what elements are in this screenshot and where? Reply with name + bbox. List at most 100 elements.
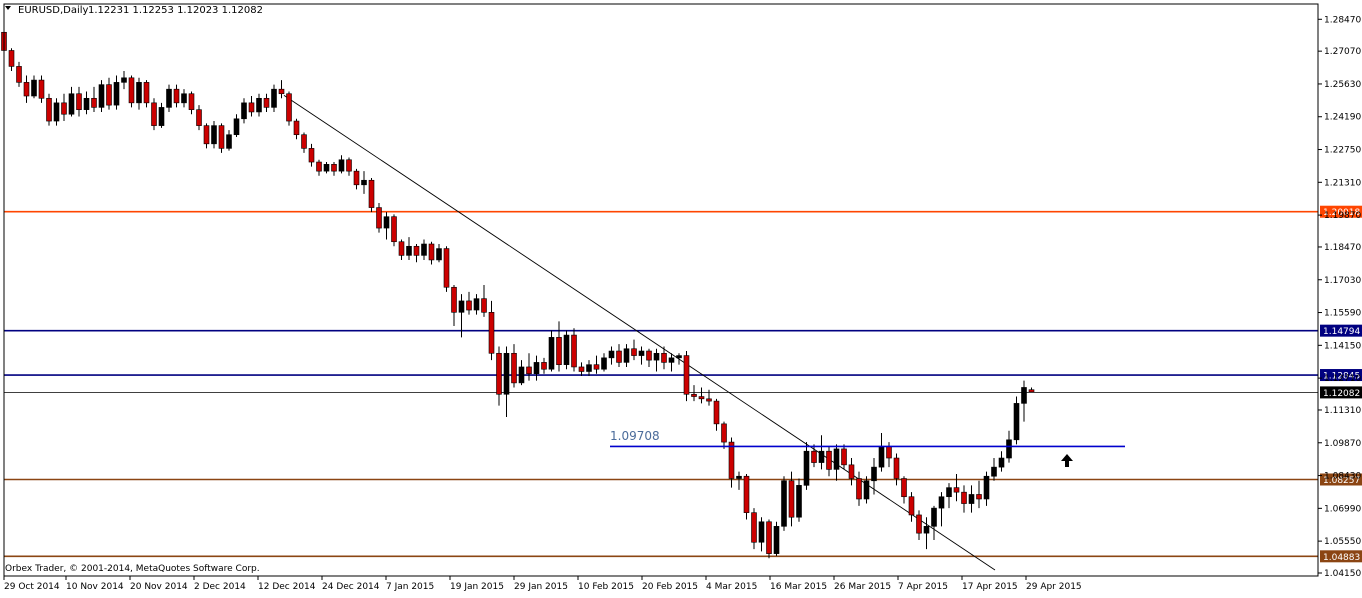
candle[interactable] — [908, 492, 915, 522]
candle[interactable] — [203, 123, 210, 149]
candle[interactable] — [961, 485, 967, 513]
candle[interactable] — [548, 330, 555, 372]
candle[interactable] — [796, 478, 802, 522]
candle[interactable] — [983, 471, 990, 506]
candle[interactable] — [436, 244, 442, 263]
candle[interactable] — [413, 244, 420, 263]
candle[interactable] — [946, 483, 952, 509]
candle[interactable] — [991, 458, 997, 481]
candle[interactable] — [466, 291, 472, 315]
candle[interactable] — [953, 473, 960, 502]
candle[interactable] — [631, 339, 637, 361]
candle[interactable] — [1021, 380, 1027, 422]
candle[interactable] — [668, 353, 675, 372]
candle[interactable] — [826, 446, 832, 477]
candle[interactable] — [563, 330, 570, 370]
candle[interactable] — [901, 476, 907, 504]
candle[interactable] — [931, 505, 937, 540]
candle[interactable] — [586, 360, 592, 377]
candle[interactable] — [68, 86, 75, 117]
candle[interactable] — [856, 471, 862, 506]
candle[interactable] — [496, 346, 502, 406]
candle[interactable] — [863, 476, 870, 504]
candle[interactable] — [158, 102, 165, 128]
candle[interactable] — [421, 239, 427, 260]
candle[interactable] — [181, 89, 187, 108]
candle[interactable] — [143, 80, 150, 108]
candle[interactable] — [136, 77, 142, 110]
candle[interactable] — [923, 517, 930, 550]
candle[interactable] — [706, 389, 712, 406]
candle[interactable] — [526, 353, 532, 381]
candle[interactable] — [691, 385, 697, 402]
candle[interactable] — [653, 348, 660, 372]
candle[interactable] — [871, 458, 877, 495]
candle[interactable] — [61, 93, 67, 122]
candle[interactable] — [503, 346, 510, 418]
candle[interactable] — [278, 80, 285, 99]
candle[interactable] — [428, 241, 435, 265]
candle[interactable] — [308, 143, 315, 167]
candle[interactable] — [368, 177, 375, 213]
candle[interactable] — [938, 492, 945, 527]
candle[interactable] — [616, 344, 622, 367]
candle[interactable] — [601, 353, 607, 372]
candle[interactable] — [248, 96, 255, 117]
candle[interactable] — [38, 75, 45, 103]
trendline[interactable] — [283, 94, 996, 571]
candle[interactable] — [218, 123, 225, 153]
candle[interactable] — [83, 91, 90, 115]
candle[interactable] — [331, 162, 337, 176]
candle[interactable] — [713, 398, 720, 431]
candle[interactable] — [23, 75, 30, 103]
candle[interactable] — [676, 353, 682, 365]
candle[interactable] — [968, 485, 975, 513]
candle[interactable] — [608, 346, 615, 365]
candle[interactable] — [541, 357, 547, 374]
candle[interactable] — [443, 246, 450, 292]
candle[interactable] — [263, 93, 270, 112]
candle[interactable] — [488, 300, 495, 361]
candle[interactable] — [196, 105, 202, 131]
candle[interactable] — [916, 510, 922, 540]
candle[interactable] — [31, 75, 37, 99]
candle[interactable] — [91, 86, 97, 112]
candle[interactable] — [556, 321, 562, 372]
candle[interactable] — [766, 519, 772, 559]
candle[interactable] — [53, 98, 60, 126]
candle[interactable] — [346, 157, 352, 176]
candle[interactable] — [1028, 387, 1035, 393]
candle[interactable] — [361, 171, 367, 194]
candle[interactable] — [391, 214, 397, 247]
chevron-down-icon[interactable] — [5, 6, 11, 10]
candle[interactable] — [781, 476, 787, 531]
candle[interactable] — [803, 442, 810, 490]
candle[interactable] — [841, 444, 847, 470]
candle[interactable] — [293, 118, 300, 140]
candle[interactable] — [271, 84, 277, 112]
candle[interactable] — [323, 162, 330, 174]
candle[interactable] — [458, 294, 465, 338]
candle[interactable] — [743, 473, 750, 520]
candle[interactable] — [1013, 396, 1020, 445]
candle[interactable] — [128, 75, 135, 108]
candle[interactable] — [533, 355, 540, 381]
candle[interactable] — [76, 86, 82, 117]
candle[interactable] — [286, 91, 292, 126]
candle[interactable] — [811, 444, 817, 468]
candle[interactable] — [638, 346, 645, 365]
candle[interactable] — [353, 168, 360, 190]
candle[interactable] — [623, 344, 630, 367]
candle[interactable] — [188, 91, 195, 115]
candle[interactable] — [316, 159, 322, 176]
candle[interactable] — [578, 362, 585, 377]
candle[interactable] — [511, 344, 517, 388]
candle[interactable] — [406, 237, 412, 260]
candle[interactable] — [383, 212, 390, 240]
candle[interactable] — [376, 203, 382, 233]
candle[interactable] — [8, 48, 15, 71]
candle[interactable] — [661, 346, 667, 370]
candle[interactable] — [976, 480, 982, 509]
candle[interactable] — [338, 155, 345, 174]
candle[interactable] — [751, 508, 757, 550]
